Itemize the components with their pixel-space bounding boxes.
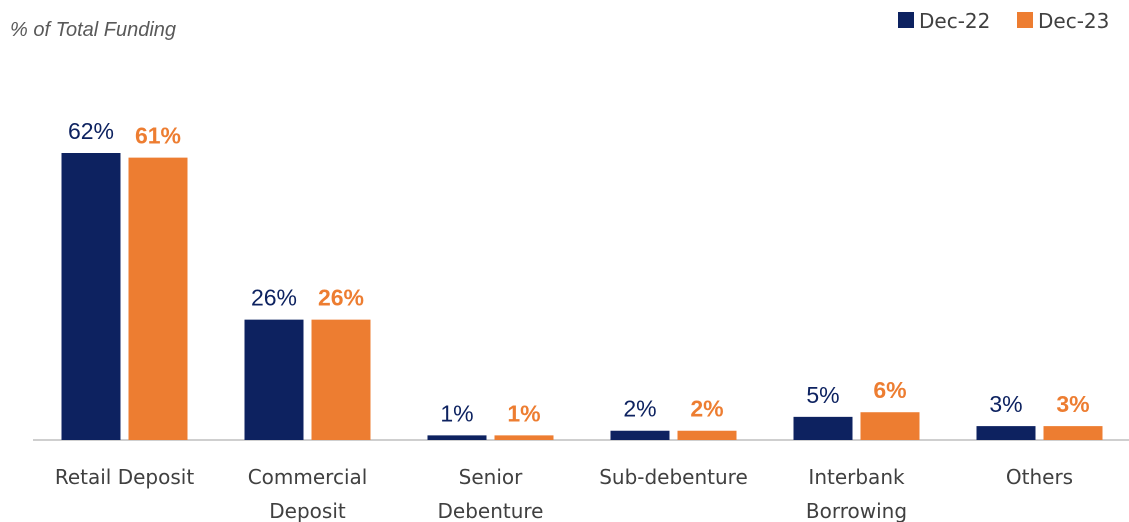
value-labels-group: 62% 61% 26% 26% 1% 1% 2% 2% 5% 6% 3% 3%: [68, 118, 1090, 426]
bar-dec-23-4: [860, 412, 920, 440]
bar-dec-22-1: [244, 319, 304, 440]
legend-label-dec-22: Dec-22: [919, 9, 990, 33]
value-label-dec-22-0: 62%: [68, 118, 114, 144]
bar-dec-23-1: [311, 319, 371, 440]
value-label-dec-22-5: 3%: [989, 391, 1022, 417]
chart-subtitle: % of Total Funding: [10, 19, 176, 41]
bar-dec-23-0: [128, 157, 188, 440]
legend-label-dec-23: Dec-23: [1038, 9, 1109, 33]
value-label-dec-22-4: 5%: [806, 382, 839, 408]
value-label-dec-23-0: 61%: [135, 123, 181, 149]
value-label-dec-23-3: 2%: [690, 396, 723, 422]
value-label-dec-22-1: 26%: [251, 285, 297, 311]
bars-group: [61, 153, 1103, 440]
bar-dec-23-3: [677, 430, 737, 440]
value-label-dec-22-3: 2%: [623, 396, 656, 422]
category-label-2-line-0: Senior: [459, 465, 523, 489]
value-label-dec-23-1: 26%: [318, 285, 364, 311]
category-label-3-line-0: Sub-debenture: [599, 465, 748, 489]
value-label-dec-23-5: 3%: [1056, 391, 1089, 417]
category-labels-group: Retail Deposit Commercial Deposit Senior Deb…: [55, 465, 1073, 522]
bar-dec-23-5: [1043, 426, 1103, 440]
bar-dec-22-0: [61, 153, 121, 440]
value-label-dec-22-2: 1%: [440, 400, 473, 426]
category-label-2-line-1: Debenture: [438, 499, 544, 522]
value-label-dec-23-4: 6%: [873, 377, 906, 403]
bar-dec-22-2: [427, 435, 487, 440]
bar-dec-22-4: [793, 416, 853, 440]
bar-dec-22-3: [610, 430, 670, 440]
bar-dec-22-5: [976, 426, 1036, 440]
value-label-dec-23-2: 1%: [507, 400, 540, 426]
category-label-1-line-0: Commercial: [248, 465, 368, 489]
legend-swatch-dec-23: [1017, 12, 1033, 28]
category-label-1-line-1: Deposit: [269, 499, 346, 522]
legend: Dec-22 Dec-23: [898, 9, 1109, 33]
category-label-0-line-0: Retail Deposit: [55, 465, 194, 489]
bar-dec-23-2: [494, 435, 554, 440]
category-label-4-line-0: Interbank: [808, 465, 905, 489]
legend-swatch-dec-22: [898, 12, 914, 28]
category-label-4-line-1: Borrowing: [806, 499, 907, 522]
category-label-5-line-0: Others: [1006, 465, 1073, 489]
